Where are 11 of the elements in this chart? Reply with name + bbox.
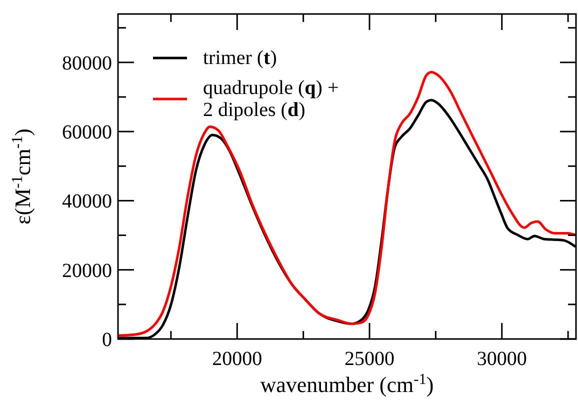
legend-label: trimer (t) <box>203 47 277 69</box>
x-tick-label: 25000 <box>344 348 395 370</box>
text: quadrupole (q) + 2 dipoles (d) <box>203 77 339 121</box>
x-tick-label: 20000 <box>212 348 262 370</box>
y-tick-label: 0 <box>102 329 112 351</box>
y-tick-label: 40000 <box>62 190 112 213</box>
y-tick-label: 80000 <box>62 52 112 74</box>
x-axis-title: wavenumber (cm$^{-1}$) <box>260 370 434 397</box>
y-tick-label: 60000 <box>62 122 112 144</box>
x-tick-label: 30000 <box>476 348 527 370</box>
y-tick-label: 20000 <box>62 260 112 282</box>
